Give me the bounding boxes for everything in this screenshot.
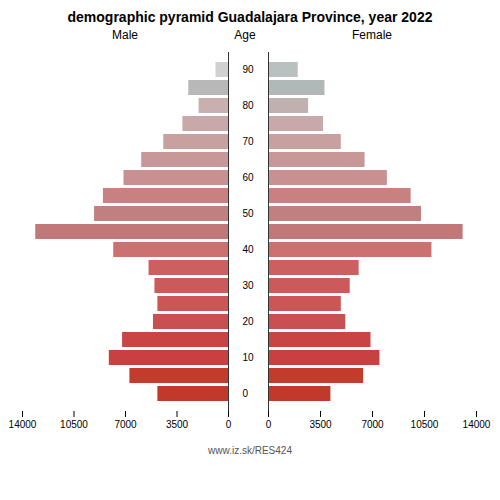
svg-text:7000: 7000 — [114, 419, 137, 430]
svg-text:30: 30 — [243, 280, 255, 291]
svg-text:10500: 10500 — [60, 419, 88, 430]
svg-text:90: 90 — [243, 64, 255, 75]
svg-text:0: 0 — [266, 419, 272, 430]
html-text:Female: Female — [352, 28, 392, 42]
svg-text:10: 10 — [243, 352, 255, 363]
svg-text:0: 0 — [243, 388, 249, 399]
svg-text:70: 70 — [243, 136, 255, 147]
svg-text:0: 0 — [226, 419, 232, 430]
svg-text:14000: 14000 — [463, 419, 491, 430]
svg-text:20: 20 — [243, 316, 255, 327]
svg-text:60: 60 — [243, 172, 255, 183]
html-text:Male: Male — [112, 28, 138, 42]
svg-text:50: 50 — [243, 208, 255, 219]
html-text:www.iz.sk/RES424: www.iz.sk/RES424 — [208, 445, 292, 456]
svg-text:80: 80 — [243, 100, 255, 111]
html-text:demographic pyramid Guadalajar: demographic pyramid Guadalajara Province… — [67, 9, 433, 25]
html-text:Age: Age — [234, 28, 256, 42]
svg-text:40: 40 — [243, 244, 255, 255]
svg-text:10500: 10500 — [411, 419, 439, 430]
svg-text:3500: 3500 — [309, 419, 332, 430]
svg-text:7000: 7000 — [361, 419, 384, 430]
svg-text:14000: 14000 — [9, 419, 37, 430]
svg-text:3500: 3500 — [166, 419, 189, 430]
